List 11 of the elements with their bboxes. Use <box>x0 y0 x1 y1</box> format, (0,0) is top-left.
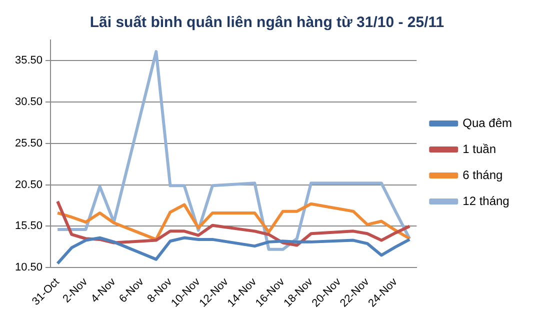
y-tick-label: 35.50 <box>14 54 43 67</box>
legend-label: Qua đêm <box>462 116 512 130</box>
y-tick-label: 10.50 <box>14 262 43 274</box>
y-tick-label: 20.50 <box>14 178 43 191</box>
legend-label: 6 tháng <box>462 168 503 182</box>
legend-label: 1 tuần <box>462 142 496 156</box>
legend-label: 12 tháng <box>462 194 510 208</box>
y-tick-label: 25.50 <box>14 137 43 150</box>
chart-title: Lãi suất bình quân liên ngân hàng từ 31/10 - 25/11 <box>90 14 444 32</box>
y-tick-label: 15.50 <box>14 220 43 232</box>
y-tick-label: 30.50 <box>14 96 43 108</box>
